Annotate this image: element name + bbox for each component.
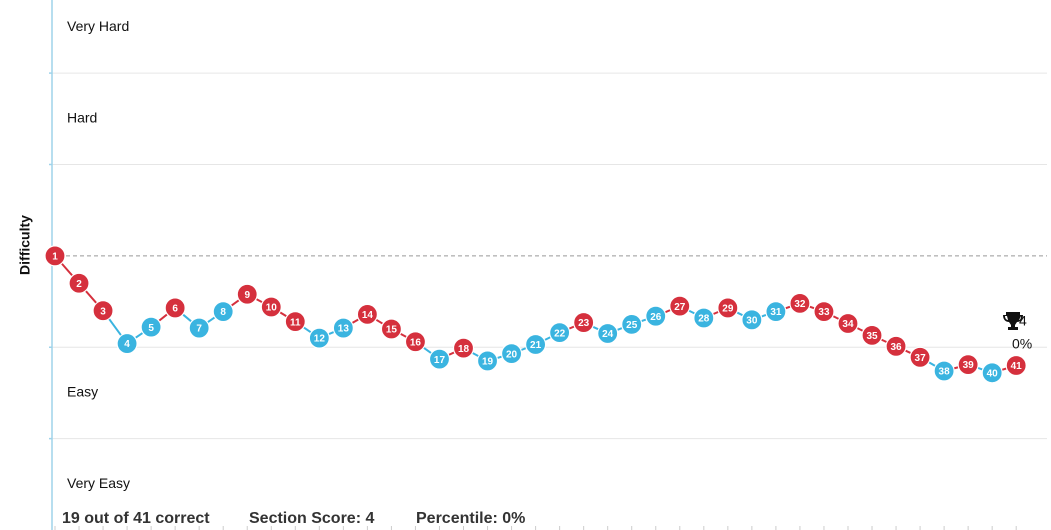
question-marker	[957, 354, 979, 376]
percentile-label: 0%	[1012, 336, 1032, 352]
y-band-label: Hard	[67, 109, 97, 125]
question-marker	[68, 272, 90, 294]
question-number: 8	[220, 307, 226, 318]
question-marker	[909, 346, 931, 368]
question-number: 29	[722, 304, 734, 315]
question-marker	[428, 348, 451, 370]
y-band-label: Very Easy	[67, 475, 130, 491]
y-band-label: Easy	[67, 384, 98, 400]
question-number: 20	[506, 349, 518, 360]
question-number: 16	[410, 337, 422, 348]
question-number: 22	[554, 328, 566, 339]
question-number: 6	[172, 304, 178, 315]
summary-percentile: Percentile: 0%	[416, 510, 525, 527]
question-marker	[92, 300, 114, 322]
question-marker	[404, 331, 427, 353]
question-marker	[549, 322, 571, 344]
question-marker	[236, 283, 258, 305]
question-number: 31	[770, 307, 782, 318]
question-marker	[308, 327, 330, 349]
question-number: 41	[1011, 361, 1023, 372]
question-marker	[621, 313, 643, 335]
score-label: 4	[1019, 313, 1027, 329]
question-marker	[284, 311, 306, 333]
question-marker	[789, 292, 811, 314]
question-number: 19	[482, 357, 494, 368]
question-marker	[524, 333, 547, 356]
question-marker	[669, 295, 691, 317]
question-marker	[717, 297, 739, 319]
question-marker	[476, 350, 499, 372]
question-number: 37	[915, 353, 927, 364]
question-number: 26	[650, 312, 662, 323]
question-number: 4	[124, 339, 130, 350]
question-number: 36	[890, 342, 902, 353]
question-marker	[597, 322, 619, 345]
question-marker	[645, 305, 667, 327]
question-number: 2	[76, 279, 82, 290]
question-number: 17	[434, 355, 446, 366]
question-marker	[332, 317, 354, 339]
question-marker	[140, 316, 162, 338]
question-number: 24	[602, 329, 614, 340]
question-marker	[813, 301, 835, 323]
question-marker	[765, 301, 787, 323]
question-number: 1	[52, 252, 58, 263]
question-marker	[981, 362, 1003, 384]
question-marker	[741, 309, 763, 331]
y-axis-label: Difficulty	[17, 215, 33, 275]
question-number: 27	[674, 302, 686, 313]
question-number: 12	[314, 334, 326, 345]
question-marker	[573, 311, 595, 334]
question-marker	[1005, 354, 1027, 377]
question-number: 18	[458, 344, 470, 355]
question-marker	[164, 297, 186, 319]
question-number: 14	[362, 310, 374, 321]
question-marker	[212, 301, 234, 323]
question-number: 25	[626, 320, 638, 331]
question-marker	[693, 307, 715, 329]
question-number: 28	[698, 314, 710, 325]
summary-score: Section Score: 4	[249, 510, 374, 527]
question-number: 34	[842, 319, 854, 330]
question-number: 30	[746, 315, 758, 326]
question-number: 9	[244, 290, 250, 301]
question-number: 15	[386, 325, 398, 336]
trophy-icon	[1003, 312, 1023, 330]
question-number: 7	[196, 324, 202, 335]
question-marker	[260, 296, 282, 318]
question-number: 38	[939, 367, 951, 378]
question-marker	[933, 360, 955, 382]
question-number: 11	[290, 317, 301, 328]
question-number: 39	[963, 360, 975, 371]
y-band-label: Very Hard	[67, 18, 129, 34]
question-number: 33	[818, 307, 830, 318]
question-marker	[116, 332, 138, 355]
question-marker	[861, 324, 883, 346]
question-number: 23	[578, 318, 590, 329]
question-number: 13	[338, 324, 350, 335]
summary-correct: 19 out of 41 correct	[62, 510, 210, 527]
question-marker	[356, 303, 378, 325]
question-number: 3	[100, 306, 106, 317]
question-marker	[380, 318, 403, 340]
question-marker	[44, 245, 66, 267]
question-marker	[837, 312, 859, 335]
question-number: 5	[148, 323, 154, 334]
question-number: 35	[866, 331, 878, 342]
question-number: 40	[987, 368, 999, 379]
question-marker	[188, 317, 210, 339]
question-number: 32	[794, 299, 806, 310]
question-marker	[500, 343, 523, 365]
question-number: 10	[266, 303, 278, 314]
question-number: 21	[530, 340, 542, 351]
trophy	[1003, 312, 1023, 330]
question-marker	[452, 337, 475, 359]
question-marker	[885, 335, 907, 357]
